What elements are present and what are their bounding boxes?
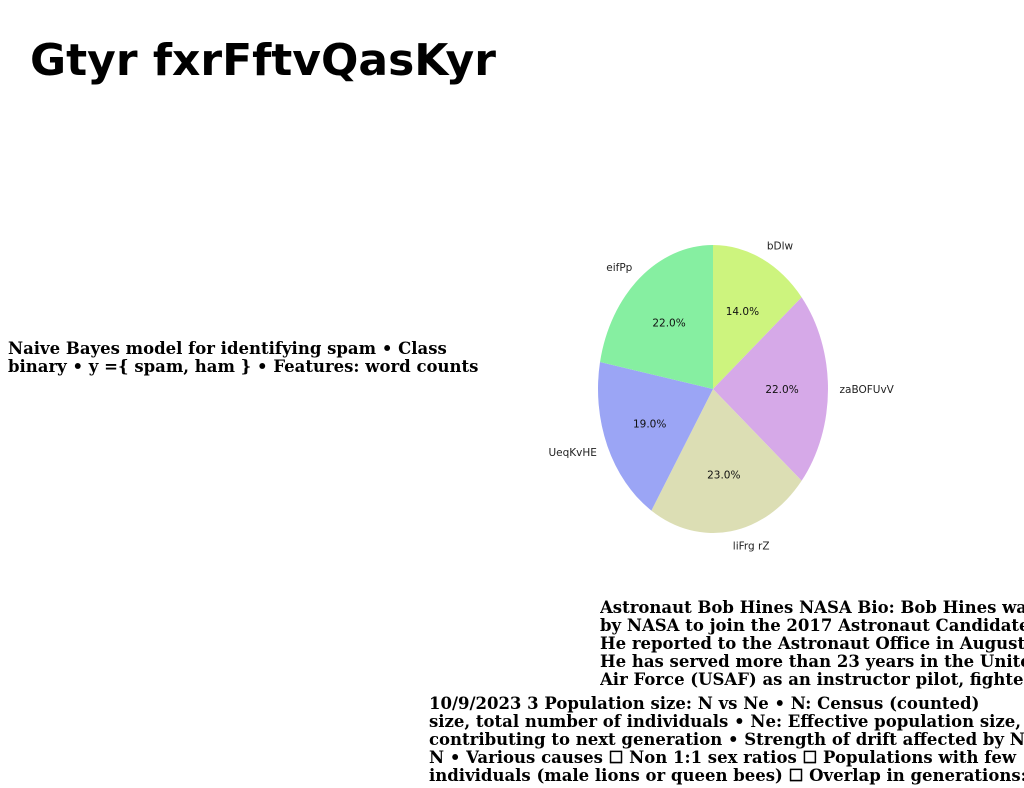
slice-category-label-3: UeqKvHE bbox=[548, 447, 596, 459]
slice-percent-label-2: 23.0% bbox=[707, 469, 740, 481]
pie-labels: 14.0% bDlw 22.0% zaBOFUvV 23.0% liFrg rZ 19.0%… bbox=[548, 241, 894, 553]
slice-category-label-4: eifPp bbox=[606, 262, 632, 274]
pie-slices bbox=[598, 245, 828, 533]
pie-slice-4 bbox=[600, 245, 713, 389]
pie-slice-2 bbox=[651, 389, 802, 533]
astronaut-bio-text: Astronaut Bob Hines NASA Bio: Bob Hines … bbox=[600, 599, 1024, 689]
slice-percent-label-4: 22.0% bbox=[652, 317, 685, 329]
slice-percent-label-0: 14.0% bbox=[726, 306, 759, 318]
pie-slice-1 bbox=[713, 297, 828, 481]
slice-category-label-0: bDlw bbox=[767, 241, 794, 253]
pie-slice-3 bbox=[598, 362, 713, 511]
slice-percent-label-1: 22.0% bbox=[765, 384, 798, 396]
slice-category-label-2: liFrg rZ bbox=[733, 540, 770, 552]
slice-category-label-1: zaBOFUvV bbox=[840, 384, 895, 396]
slice-percent-label-3: 19.0% bbox=[633, 418, 666, 430]
pie-chart: 14.0% bDlw 22.0% zaBOFUvV 23.0% liFrg rZ 19.0%… bbox=[548, 241, 894, 553]
naive-bayes-text: Naive Bayes model for identifying spam •… bbox=[8, 339, 479, 376]
population-size-text: 10/9/2023 3 Population size: N vs Ne • N… bbox=[429, 695, 1024, 785]
pie-slice-0 bbox=[713, 245, 802, 389]
page-title: Gtyr fxrFftvQasKyr bbox=[30, 35, 496, 86]
